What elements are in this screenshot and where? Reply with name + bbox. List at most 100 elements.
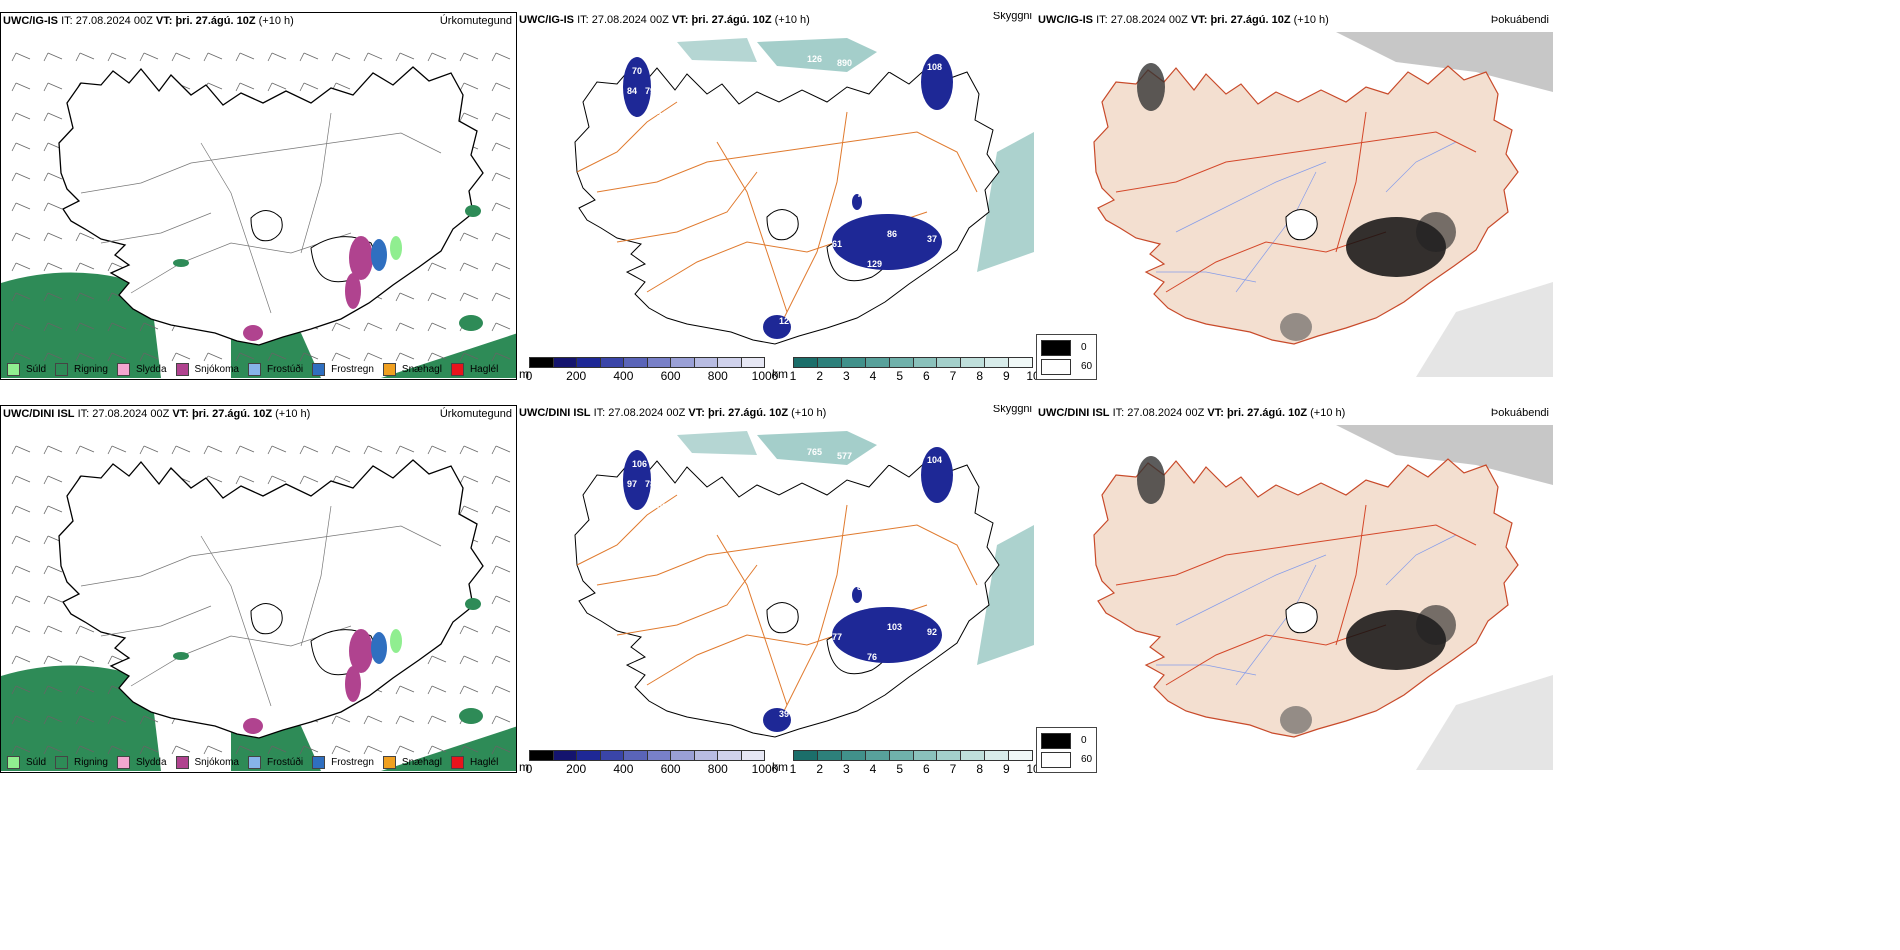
colorbar-unit: m (519, 367, 529, 380)
panel-title: Þokuábendi (1490, 407, 1549, 419)
legend-item: Snæhagl (382, 756, 442, 769)
colorbar-tick: 8 (976, 762, 983, 773)
colorbar-tick: 600 (660, 762, 681, 773)
visibility-label: 84 (627, 86, 637, 96)
legend-swatch (450, 756, 464, 769)
legend-item: Frostúði (247, 363, 303, 376)
visibility-label: 78 (645, 479, 655, 489)
legend-swatch (312, 363, 326, 376)
vis_bar-colorbar: 1 2 3 4 5 6 7 8 9 10 (790, 750, 1036, 773)
legend-swatch (116, 363, 130, 376)
cloud_base_bar-colorbar: 0 200 400 600 800 1000 (525, 357, 778, 380)
visibility-label: 49 (752, 722, 762, 732)
legend-item: Haglél (450, 363, 498, 376)
legend-item: Slydda (116, 756, 167, 769)
panel-title: Úrkomutegund (439, 408, 512, 420)
colorbar-unit: m (519, 760, 529, 773)
legend-swatch (247, 363, 261, 376)
legend-item: Rigning (55, 756, 108, 769)
visibility-label: 84 (877, 52, 887, 62)
fog-swatch (1041, 358, 1071, 375)
legend-swatch (55, 756, 69, 769)
fog-swatch (1041, 751, 1071, 768)
colorbar-tick: 6 (922, 369, 930, 380)
colorbar-tick: 5 (896, 762, 903, 773)
fog-swatch (1041, 339, 1071, 356)
visibility-label: 86 (887, 229, 897, 239)
fog-swatch (1041, 732, 1071, 749)
visibility-panel: UWC/IG-IS IT: 27.08.2024 00Z VT: þri. 27… (517, 12, 1036, 380)
visibility-label: 87 (857, 582, 867, 592)
colorbar-tick: 8 (976, 369, 983, 380)
legend-item: Slydda (116, 363, 167, 376)
visibility-label: 103 (887, 622, 902, 632)
legend-swatch (247, 756, 261, 769)
visibility-label: 39 (957, 597, 967, 607)
colorbar-tick: 2 (816, 369, 823, 380)
precip-type-panel: UWC/DINI ISL IT: 27.08.2024 00Z VT: þri.… (0, 405, 517, 773)
visibility-label: 77 (832, 632, 842, 642)
panel-header: UWC/IG-IS IT: 27.08.2024 00Z VT: þri. 27… (519, 14, 810, 26)
legend-swatch (175, 363, 189, 376)
visibility-label: 65 (752, 329, 762, 339)
colorbar-tick: 9 (1002, 762, 1010, 773)
visibility-label: 104 (927, 455, 942, 465)
visibility-panel: UWC/DINI ISL IT: 27.08.2024 00Z VT: þri.… (517, 405, 1036, 773)
colorbar-tick: 4 (869, 369, 877, 380)
visibility-label: 35 (977, 557, 987, 567)
colorbar-tick: 1000 (751, 762, 779, 773)
colorbar-tick: 4 (869, 762, 877, 773)
panel-header: UWC/DINI ISL IT: 27.08.2024 00Z VT: þri.… (3, 408, 311, 420)
visibility-label: 37 (779, 739, 789, 749)
visibility-label: 890 (837, 58, 852, 68)
visibility-label: 126 (807, 54, 822, 64)
visibility-label: 324 (887, 457, 902, 467)
legend-swatch (382, 756, 396, 769)
panel-title: Skyggni (992, 405, 1032, 415)
fog-legend: 0 60 (1036, 334, 1098, 380)
legend-item: Snæhagl (382, 363, 442, 376)
vis_bar-colorbar: 1 2 3 4 5 6 7 8 9 10 (789, 357, 1036, 380)
precip-type-legend: Súld Rigning Slydda Snjókoma Frostúði Fr… (7, 756, 507, 769)
colorbar-tick: 0 (525, 369, 533, 380)
panel-header: UWC/DINI ISL IT: 27.08.2024 00Z VT: þri.… (1038, 407, 1346, 419)
legend-swatch (175, 756, 189, 769)
visibility-label: 577 (837, 451, 852, 461)
colorbar-tick: 400 (613, 762, 634, 773)
visibility-label: 108 (927, 62, 942, 72)
colorbar-tick: 3 (842, 762, 850, 773)
colorbar-tick: 800 (707, 762, 728, 773)
legend-item: Snjókoma (175, 756, 239, 769)
colorbar-tick: 5 (896, 369, 903, 380)
colorbar-tick: 9 (1002, 369, 1010, 380)
colorbar-tick: 1 (789, 369, 797, 380)
visibility-label: 97 (627, 479, 637, 489)
legend-swatch (7, 363, 20, 376)
visibility-label: 100 (957, 472, 972, 482)
colorbar-tick: 0 (525, 762, 533, 773)
colorbar-tick: 200 (566, 762, 587, 773)
visibility-label: 79 (645, 86, 655, 96)
visibility-label: 90 (957, 79, 967, 89)
fog-index-map (1036, 32, 1553, 377)
visibility-label: 76 (857, 189, 867, 199)
panel-header: UWC/DINI ISL IT: 27.08.2024 00Z VT: þri.… (519, 407, 827, 419)
fog-index-panel: UWC/IG-IS IT: 27.08.2024 00Z VT: þri. 27… (1036, 12, 1553, 380)
visibility-label: 360 (877, 445, 892, 455)
visibility-label: 61 (832, 239, 842, 249)
visibility-map: 765 577 360 324 104 106 97 78 100 00 87 77 103 92 76 36… (574, 431, 1034, 749)
legend-item: Súld (7, 756, 46, 769)
colorbar-tick: 200 (566, 369, 587, 380)
panel-header: UWC/IG-IS IT: 27.08.2024 00Z VT: þri. 27… (1038, 14, 1329, 26)
legend-swatch (450, 363, 464, 376)
colorbar-unit: km (772, 760, 788, 773)
visibility-label: 36 (892, 662, 902, 672)
colorbar-tick: 10 (1026, 369, 1036, 380)
colorbar-tick: 1000 (751, 369, 779, 380)
legend-swatch (312, 756, 326, 769)
legend-swatch (382, 363, 396, 376)
legend-item: Rigning (55, 363, 108, 376)
legend-swatch (7, 756, 20, 769)
legend-item: Frostregn (312, 756, 374, 769)
